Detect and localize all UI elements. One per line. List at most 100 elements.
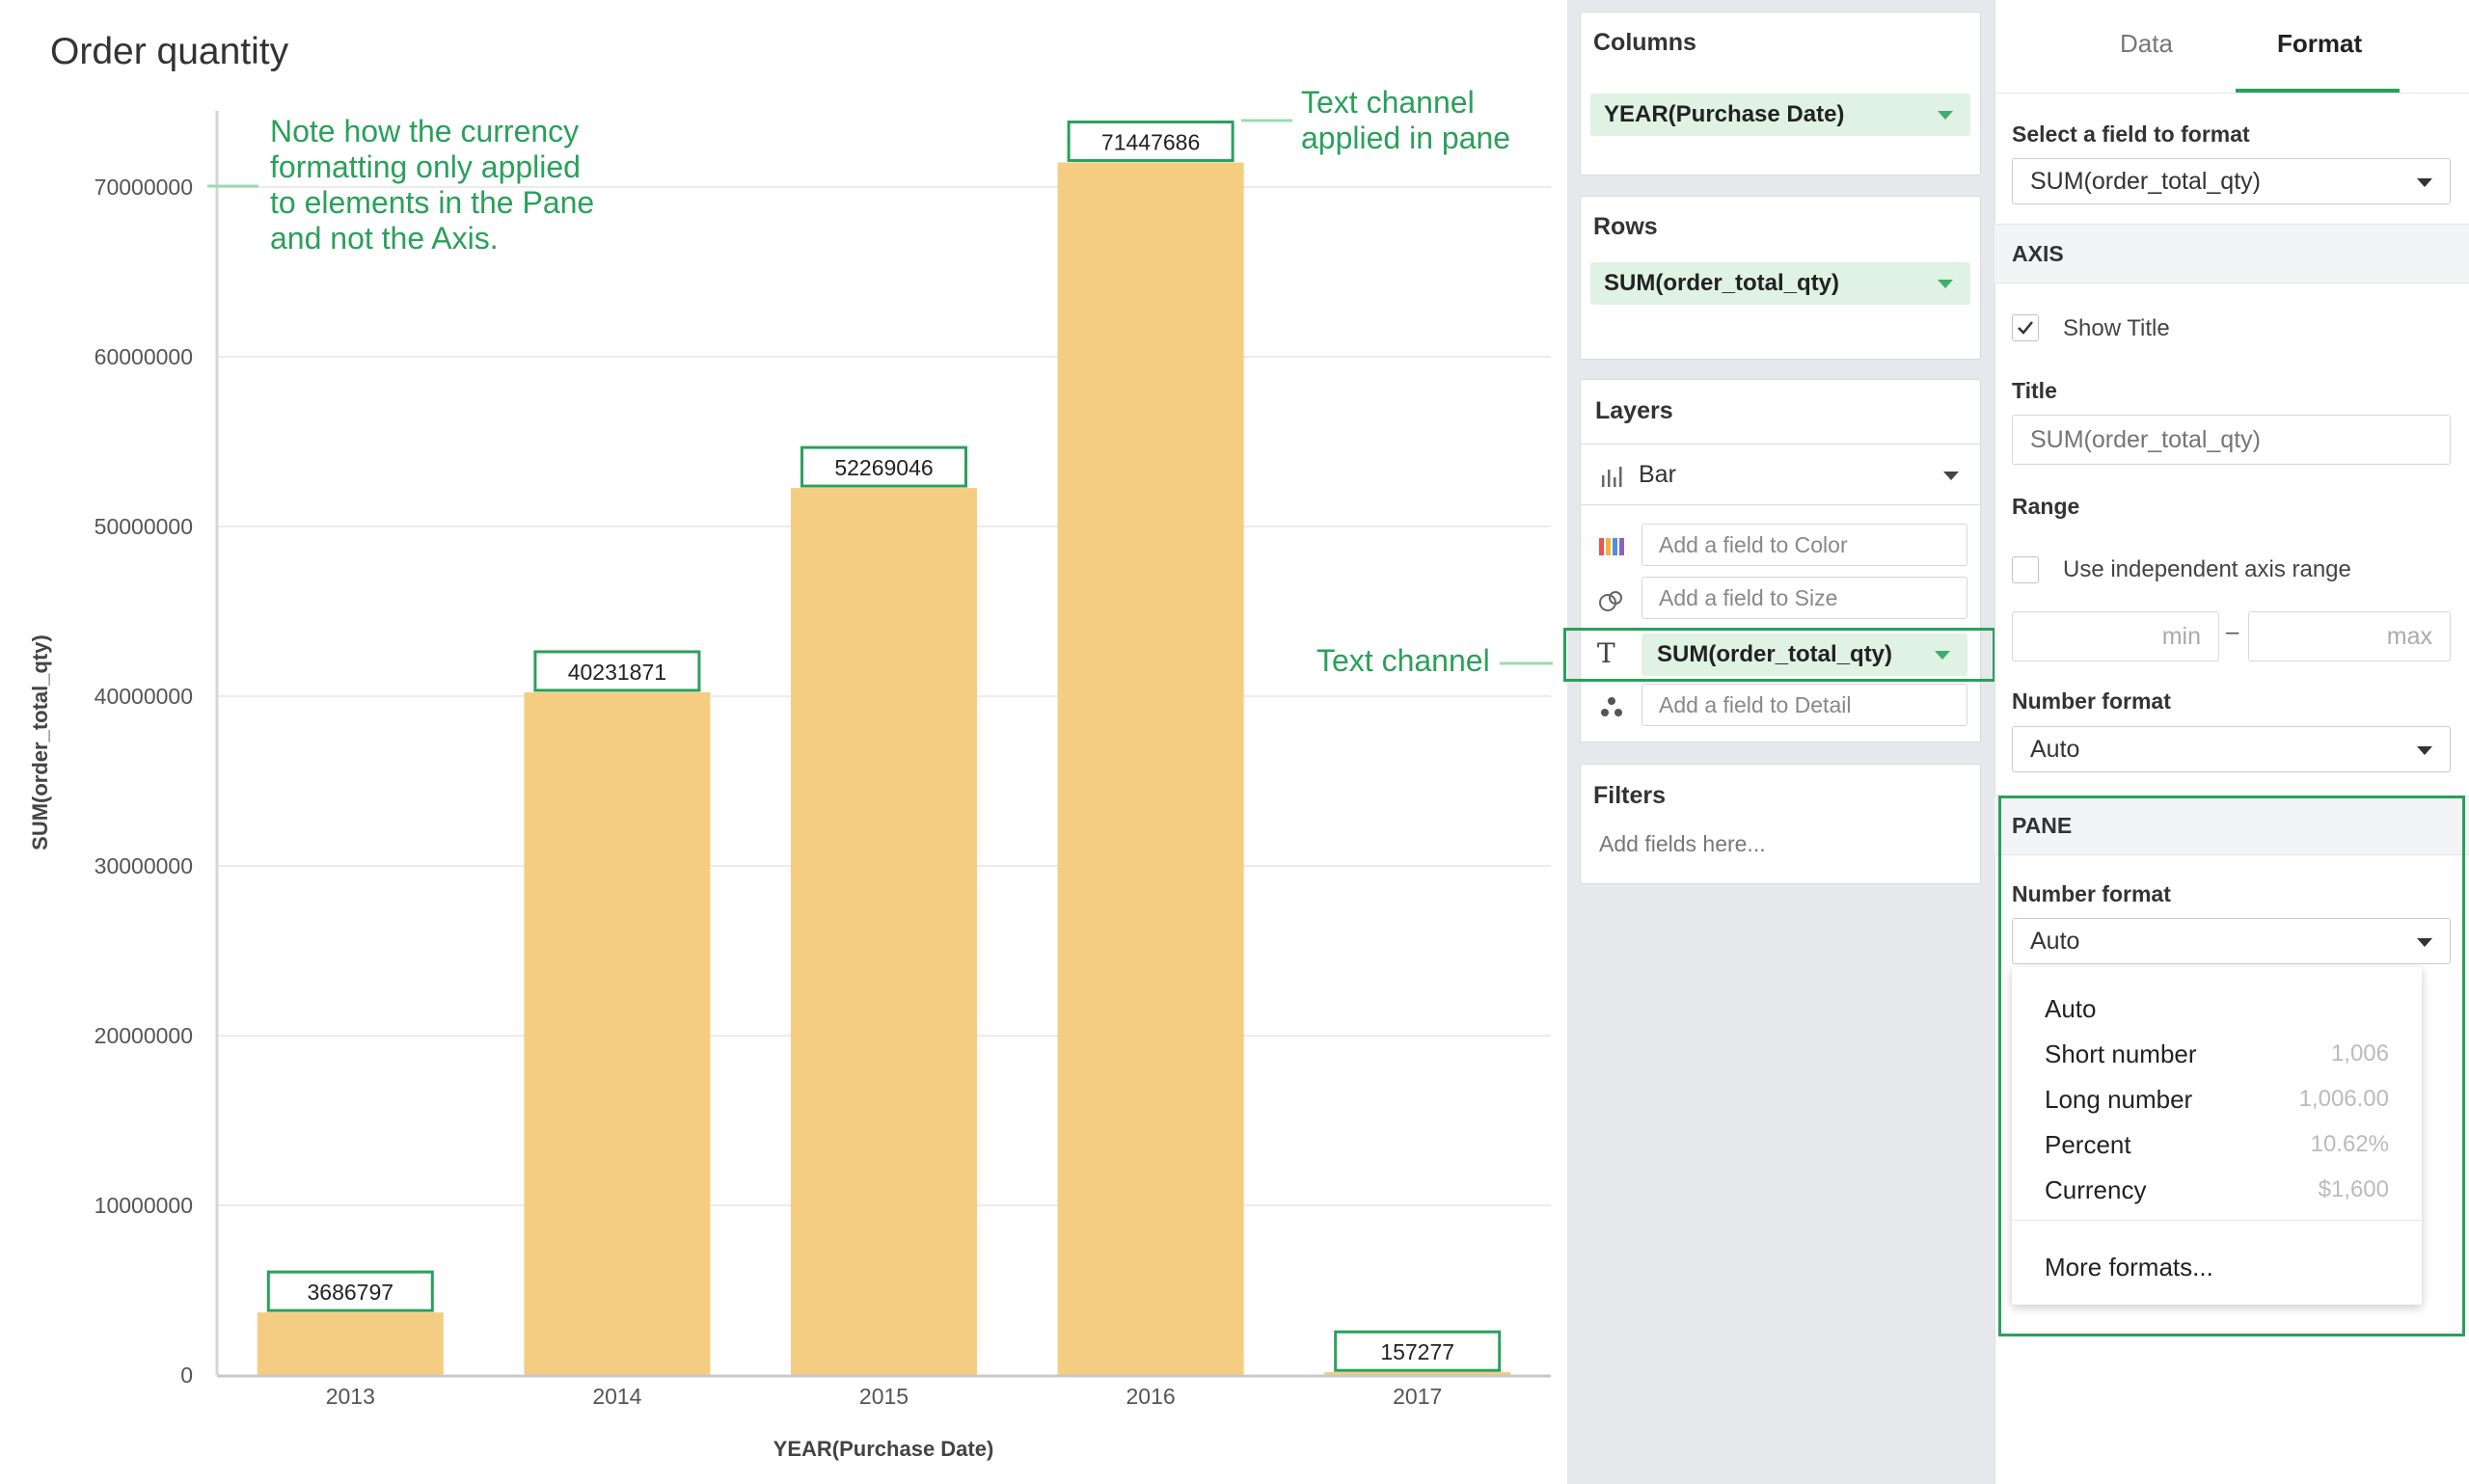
min-placeholder: min xyxy=(2161,623,2201,650)
show-title-label: Show Title xyxy=(2063,315,2170,341)
range-min-input[interactable]: min xyxy=(2012,611,2219,661)
layers-label: Layers xyxy=(1595,397,1673,424)
chevron-down-icon[interactable] xyxy=(1935,651,1950,660)
rows-label: Rows xyxy=(1593,213,1658,240)
currency-note: Note how the currency formatting only ap… xyxy=(270,114,594,256)
note-line: to elements in the Pane xyxy=(270,185,595,220)
detail-field-dropzone[interactable]: Add a field to Detail xyxy=(1641,684,1967,726)
filters-label: Filters xyxy=(1593,782,1667,809)
data-label: 157277 xyxy=(1380,1339,1454,1364)
select-field-label: Select a field to format xyxy=(2012,121,2250,147)
range-label: Range xyxy=(2012,494,2080,519)
chevron-down-icon[interactable] xyxy=(1938,111,1953,120)
text-channel: T SUM(order_total_qty) xyxy=(1580,632,1981,678)
menu-item-percent[interactable]: Percent xyxy=(2045,1130,2131,1159)
bar[interactable] xyxy=(791,488,977,1375)
range-separator: – xyxy=(2226,619,2239,645)
independent-range-checkbox[interactable] xyxy=(2012,556,2039,583)
pill-label: YEAR(Purchase Date) xyxy=(1604,101,1845,127)
text-channel-pill[interactable]: SUM(order_total_qty) xyxy=(1641,634,1967,676)
data-label-box xyxy=(1067,121,1234,163)
tab-format[interactable]: Format xyxy=(2277,29,2363,58)
pane-number-format-select[interactable]: Auto xyxy=(2012,918,2451,964)
independent-range-label: Use independent axis range xyxy=(2063,556,2351,582)
menu-item-short-number[interactable]: Short number xyxy=(2045,1039,2197,1068)
x-tick-label: 2017 xyxy=(1393,1384,1442,1409)
y-tick-label: 40000000 xyxy=(95,684,193,709)
chevron-down-icon[interactable] xyxy=(1943,472,1959,480)
chart-title: Order quantity xyxy=(50,31,289,72)
chevron-down-icon[interactable] xyxy=(2417,178,2432,187)
y-tick-label: 10000000 xyxy=(95,1193,193,1218)
field-to-format-select[interactable]: SUM(order_total_qty) xyxy=(2012,158,2451,204)
detail-icon xyxy=(1601,697,1622,716)
menu-item-more-formats[interactable]: More formats... xyxy=(2045,1253,2213,1282)
color-channel: Add a field to Color xyxy=(1580,524,1981,572)
note-line: and not the Axis. xyxy=(270,221,499,256)
rows-pill[interactable]: SUM(order_total_qty) xyxy=(1590,262,1970,305)
x-tick-label: 2013 xyxy=(326,1384,375,1409)
show-title-checkbox[interactable] xyxy=(2012,314,2039,341)
axis-section-label: AXIS xyxy=(2012,241,2064,266)
rows-shelf: Rows SUM(order_total_qty) xyxy=(1580,196,1981,360)
data-label: 40231871 xyxy=(568,660,666,685)
mark-type-select[interactable]: Bar xyxy=(1580,444,1981,505)
pane-number-format-label: Number format xyxy=(2012,881,2171,906)
data-label: 71447686 xyxy=(1101,130,1200,155)
menu-item-currency[interactable]: Currency xyxy=(2045,1175,2147,1204)
x-axis-title: YEAR(Purchase Date) xyxy=(773,1437,994,1461)
range-max-input[interactable]: max xyxy=(2248,611,2451,661)
menu-item-long-number[interactable]: Long number xyxy=(2045,1085,2193,1114)
menu-item-example: 10.62% xyxy=(2310,1131,2389,1157)
color-field-dropzone[interactable]: Add a field to Color xyxy=(1641,524,1967,566)
chart-area: Order quantity SUM(order_total_qty) YEAR… xyxy=(28,31,1553,1461)
y-tick-label: 70000000 xyxy=(95,175,193,200)
size-channel: Add a field to Size xyxy=(1580,577,1981,625)
columns-label: Columns xyxy=(1593,29,1696,56)
pane-highlight xyxy=(1998,796,2465,1336)
chevron-down-icon[interactable] xyxy=(2417,938,2432,947)
chevron-down-icon[interactable] xyxy=(1938,280,1953,288)
bar-chart: 0 10000000 20000000 30000000 40000000 5000000… xyxy=(95,111,1553,1409)
note-line: applied in pane xyxy=(1301,121,1511,155)
y-tick-label: 50000000 xyxy=(95,514,193,539)
data-label: 52269046 xyxy=(834,455,933,480)
bar-chart-icon xyxy=(1602,467,1622,487)
menu-item-example: $1,600 xyxy=(2318,1176,2389,1202)
text-channel-note: Text channel xyxy=(1316,643,1490,678)
checkmark-icon xyxy=(2018,321,2033,335)
x-tick-label: 2015 xyxy=(859,1384,909,1409)
active-tab-indicator xyxy=(2236,89,2400,93)
bar[interactable] xyxy=(257,1312,444,1375)
menu-divider xyxy=(2012,1220,2422,1221)
filters-shelf: Filters Add fields here... xyxy=(1580,764,1981,884)
data-label-box xyxy=(533,650,701,692)
axis-title-input[interactable] xyxy=(2012,415,2451,465)
menu-item-auto[interactable]: Auto xyxy=(2045,994,2097,1023)
filters-dropzone[interactable]: Add fields here... xyxy=(1599,831,1766,856)
data-label-box xyxy=(800,445,967,488)
axis-number-format-label: Number format xyxy=(2012,688,2171,714)
tab-data[interactable]: Data xyxy=(2120,29,2173,58)
text-channel-pane-note: Text channel applied in pane xyxy=(1301,85,1510,156)
axis-section-header: AXIS xyxy=(1994,224,2469,283)
detail-channel: Add a field to Detail xyxy=(1580,684,1981,732)
size-field-dropzone[interactable]: Add a field to Size xyxy=(1641,577,1967,619)
note-line: Text channel xyxy=(1301,85,1475,120)
max-placeholder: max xyxy=(2386,623,2432,650)
bar[interactable] xyxy=(1057,162,1244,1375)
note-line: Note how the currency xyxy=(270,114,580,148)
pill-label: SUM(order_total_qty) xyxy=(1604,270,1840,296)
menu-item-example: 1,006 xyxy=(2330,1040,2389,1066)
size-icon xyxy=(1599,591,1622,611)
pill-label: SUM(order_total_qty) xyxy=(1657,641,1893,667)
mark-type-label: Bar xyxy=(1639,461,1676,488)
menu-item-example: 1,006.00 xyxy=(2298,1086,2389,1112)
bar[interactable] xyxy=(524,691,711,1375)
pane-section-header: PANE xyxy=(1994,796,2469,855)
axis-number-format-select[interactable]: Auto xyxy=(2012,726,2451,772)
y-tick-label: 0 xyxy=(180,1363,193,1388)
bar[interactable] xyxy=(1324,1372,1511,1375)
chevron-down-icon[interactable] xyxy=(2417,746,2432,755)
columns-pill[interactable]: YEAR(Purchase Date) xyxy=(1590,94,1970,136)
